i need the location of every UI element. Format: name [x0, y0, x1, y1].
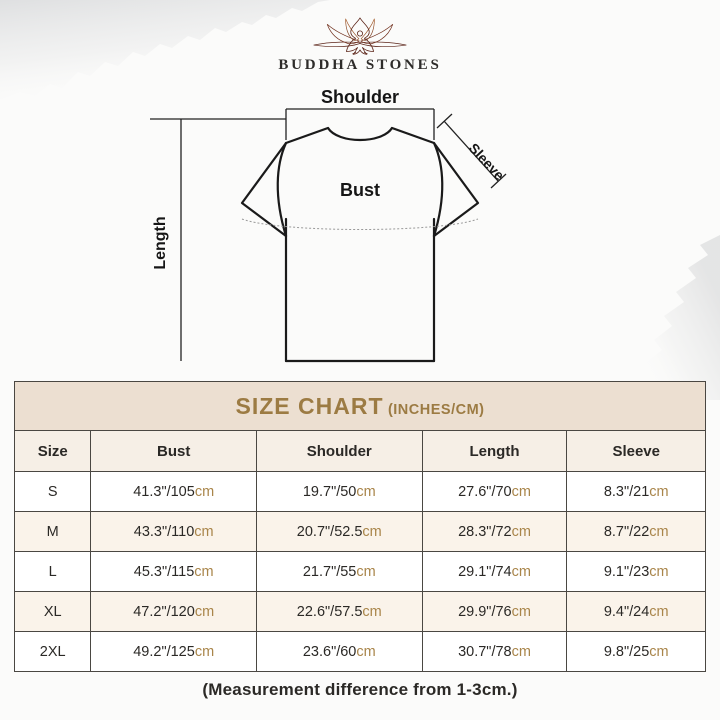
- svg-text:Bust: Bust: [340, 180, 380, 200]
- svg-text:Sleeve: Sleeve: [466, 140, 508, 184]
- svg-text:Length: Length: [152, 216, 169, 269]
- svg-text:Shoulder: Shoulder: [321, 87, 399, 107]
